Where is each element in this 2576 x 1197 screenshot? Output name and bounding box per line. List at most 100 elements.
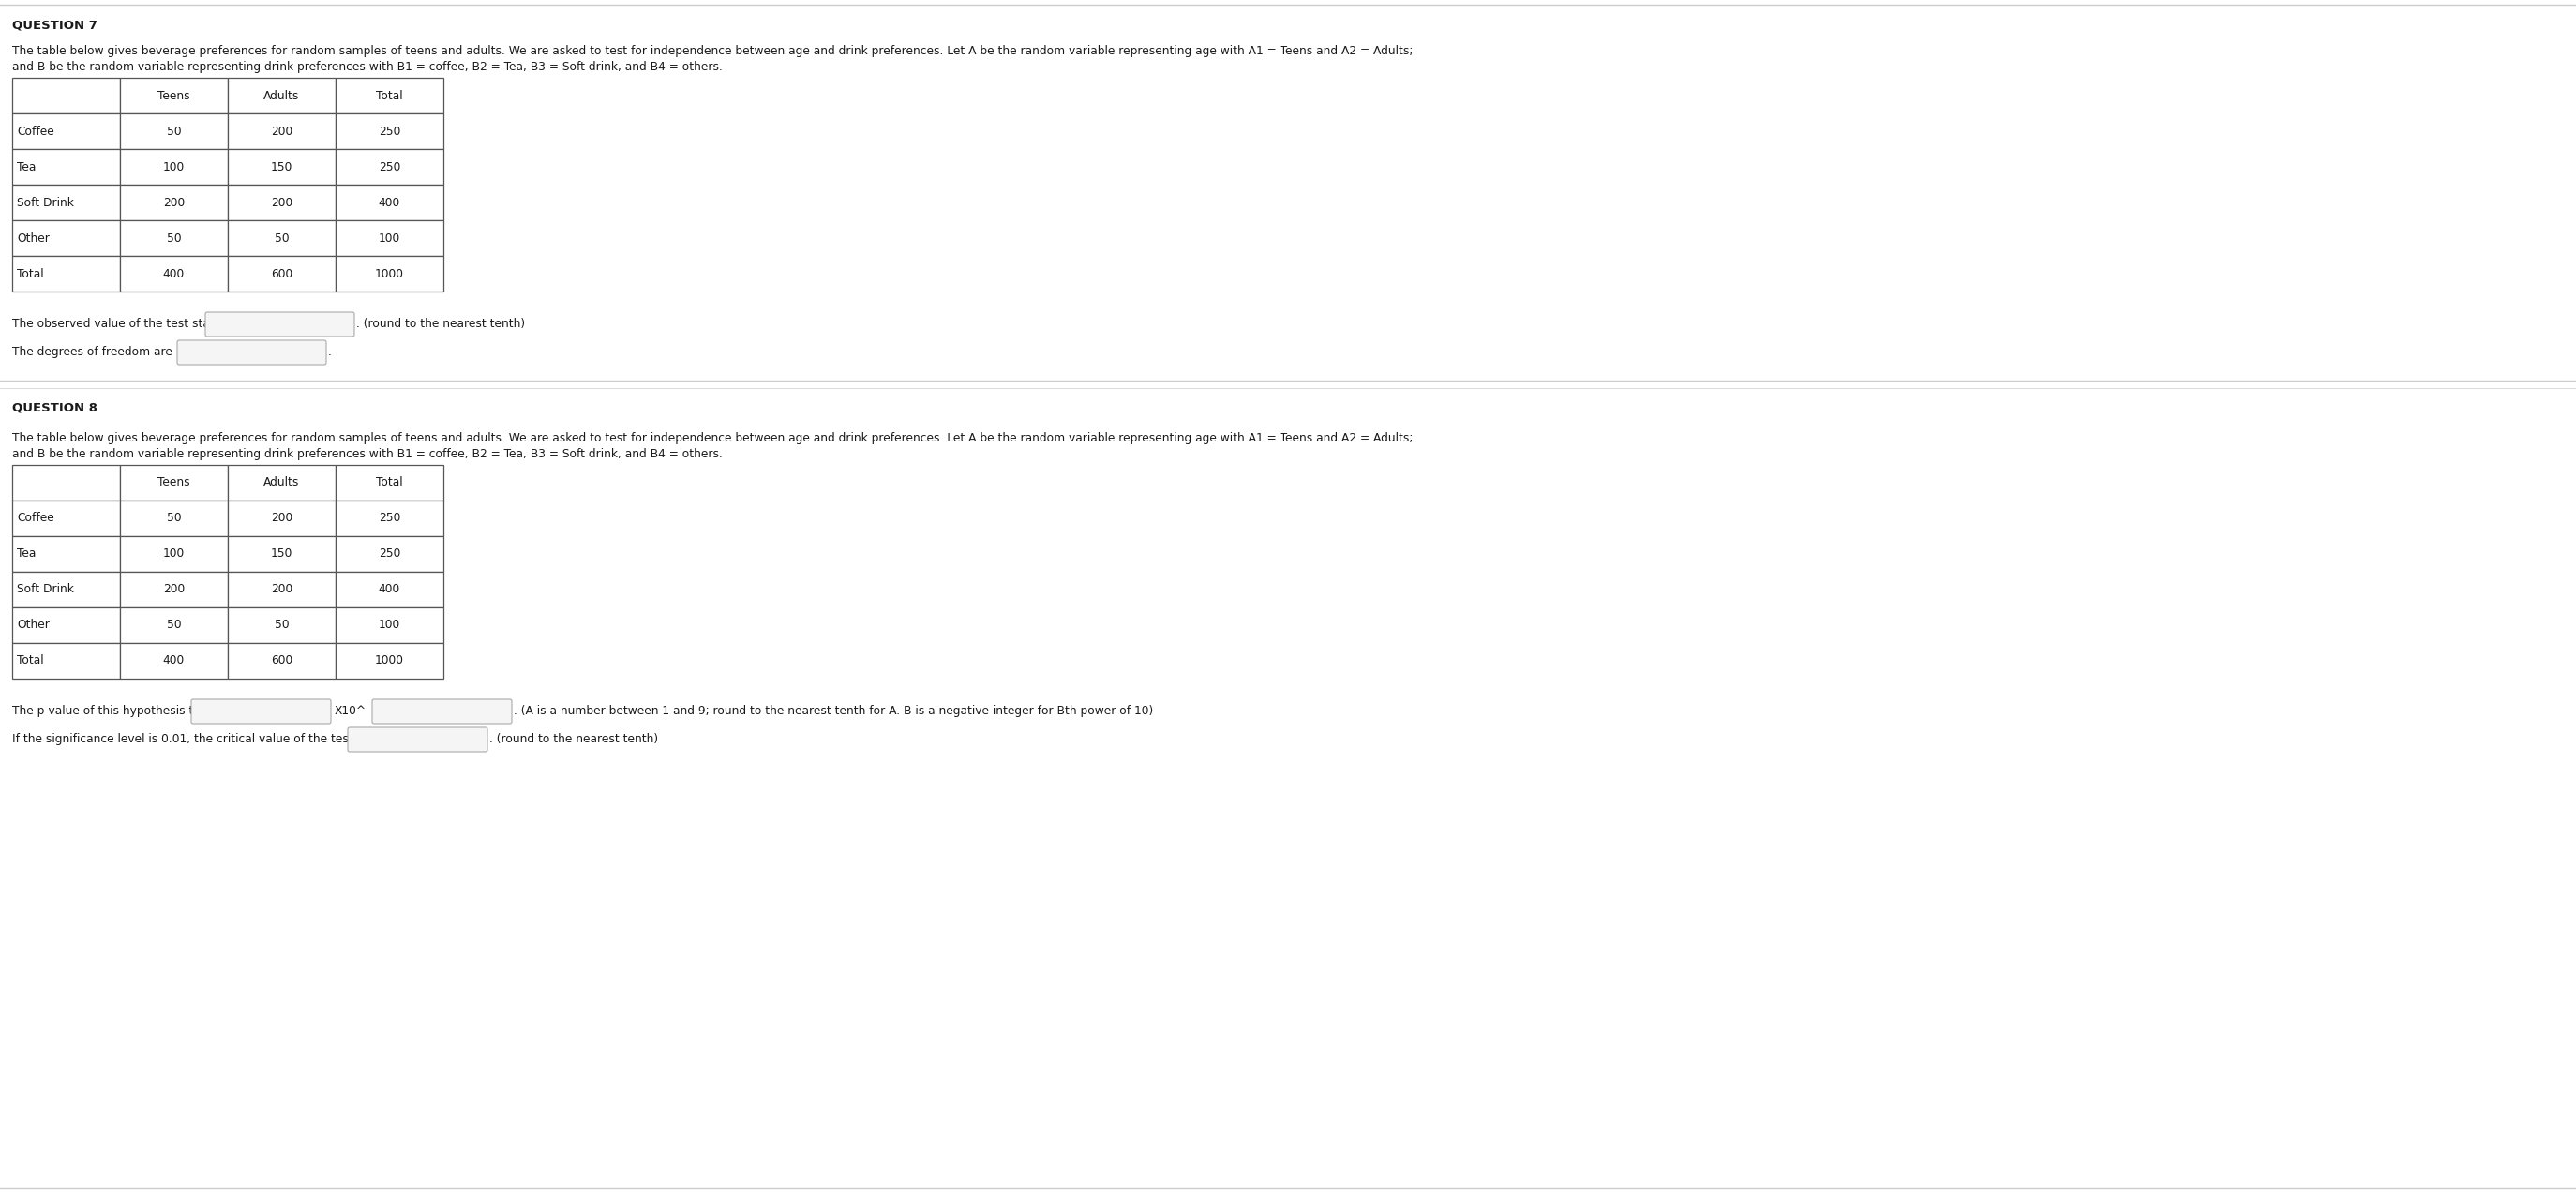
Bar — [335, 607, 443, 643]
Text: . (round to the nearest tenth): . (round to the nearest tenth) — [355, 317, 526, 330]
Text: Other: Other — [18, 232, 49, 244]
Bar — [121, 150, 227, 184]
Bar — [121, 572, 227, 607]
Bar — [227, 220, 335, 256]
Text: 100: 100 — [379, 619, 399, 631]
Text: Coffee: Coffee — [18, 512, 54, 524]
Text: 50: 50 — [276, 619, 289, 631]
Bar — [227, 114, 335, 150]
Text: The table below gives beverage preferences for random samples of teens and adult: The table below gives beverage preferenc… — [13, 45, 1414, 57]
Text: 200: 200 — [270, 126, 294, 138]
Bar — [335, 78, 443, 114]
Bar — [227, 184, 335, 220]
Text: Total: Total — [18, 655, 44, 667]
Bar — [227, 150, 335, 184]
Text: X10^: X10^ — [335, 705, 366, 717]
Text: The table below gives beverage preferences for random samples of teens and adult: The table below gives beverage preferenc… — [13, 432, 1414, 444]
Bar — [13, 500, 121, 536]
Bar — [13, 572, 121, 607]
Text: 400: 400 — [379, 196, 399, 208]
Text: 200: 200 — [270, 196, 294, 208]
Text: 200: 200 — [162, 583, 185, 596]
Text: 250: 250 — [379, 126, 399, 138]
Bar — [227, 256, 335, 292]
Bar — [227, 643, 335, 679]
Bar — [227, 500, 335, 536]
Text: . (round to the nearest tenth): . (round to the nearest tenth) — [489, 733, 659, 746]
Text: The observed value of the test statistic is: The observed value of the test statistic… — [13, 317, 250, 330]
Text: 50: 50 — [167, 512, 180, 524]
Text: 50: 50 — [276, 232, 289, 244]
Bar — [121, 500, 227, 536]
Text: Adults: Adults — [263, 90, 299, 102]
Text: Total: Total — [376, 90, 402, 102]
Text: Total: Total — [18, 268, 44, 280]
Text: 150: 150 — [270, 548, 294, 560]
Bar — [13, 256, 121, 292]
Text: 200: 200 — [270, 583, 294, 596]
Bar — [335, 184, 443, 220]
Bar — [121, 607, 227, 643]
Bar — [227, 607, 335, 643]
Bar — [13, 643, 121, 679]
Text: 400: 400 — [162, 655, 185, 667]
Bar — [13, 78, 121, 114]
Text: 400: 400 — [379, 583, 399, 596]
Text: Total: Total — [376, 476, 402, 488]
Text: 100: 100 — [379, 232, 399, 244]
Text: 200: 200 — [270, 512, 294, 524]
Text: Tea: Tea — [18, 548, 36, 560]
Bar — [121, 114, 227, 150]
Bar — [227, 464, 335, 500]
Text: Adults: Adults — [263, 476, 299, 488]
Bar — [335, 114, 443, 150]
Text: Coffee: Coffee — [18, 126, 54, 138]
Text: QUESTION 7: QUESTION 7 — [13, 19, 98, 31]
Bar — [335, 500, 443, 536]
Text: The degrees of freedom are  3: The degrees of freedom are 3 — [13, 346, 188, 358]
Text: . (A is a number between 1 and 9; round to the nearest tenth for A. B is a negat: . (A is a number between 1 and 9; round … — [513, 705, 1154, 717]
Text: Soft Drink: Soft Drink — [18, 196, 75, 208]
Text: 250: 250 — [379, 548, 399, 560]
Bar — [335, 572, 443, 607]
Text: 400: 400 — [162, 268, 185, 280]
FancyBboxPatch shape — [371, 699, 513, 724]
Bar — [335, 256, 443, 292]
Text: Other: Other — [18, 619, 49, 631]
Bar — [13, 607, 121, 643]
Text: QUESTION 8: QUESTION 8 — [13, 402, 98, 414]
Text: and B be the random variable representing drink preferences with B1 = coffee, B2: and B be the random variable representin… — [13, 448, 724, 460]
Text: 50: 50 — [167, 232, 180, 244]
Bar — [227, 572, 335, 607]
Bar — [335, 464, 443, 500]
Text: 100: 100 — [162, 160, 185, 172]
Bar — [121, 184, 227, 220]
Bar — [335, 150, 443, 184]
Text: If the significance level is 0.01, the critical value of the test statistic is: If the significance level is 0.01, the c… — [13, 733, 415, 746]
Text: .: . — [327, 346, 332, 358]
Text: and B be the random variable representing drink preferences with B1 = coffee, B2: and B be the random variable representin… — [13, 61, 724, 73]
Bar — [13, 220, 121, 256]
FancyBboxPatch shape — [191, 699, 330, 724]
Text: Teens: Teens — [157, 90, 191, 102]
Bar — [335, 220, 443, 256]
Bar — [121, 536, 227, 572]
Bar — [121, 78, 227, 114]
Text: 250: 250 — [379, 160, 399, 172]
Bar — [121, 256, 227, 292]
Text: 50: 50 — [167, 126, 180, 138]
Text: 1000: 1000 — [376, 268, 404, 280]
Text: Soft Drink: Soft Drink — [18, 583, 75, 596]
Bar — [335, 643, 443, 679]
Text: The p-value of this hypothesis test is: The p-value of this hypothesis test is — [13, 705, 224, 717]
Bar — [13, 114, 121, 150]
Bar — [121, 220, 227, 256]
Text: 200: 200 — [162, 196, 185, 208]
Bar — [335, 536, 443, 572]
FancyBboxPatch shape — [178, 340, 327, 365]
FancyBboxPatch shape — [348, 728, 487, 752]
Text: Tea: Tea — [18, 160, 36, 172]
Text: 100: 100 — [162, 548, 185, 560]
Bar — [227, 536, 335, 572]
Text: 250: 250 — [379, 512, 399, 524]
